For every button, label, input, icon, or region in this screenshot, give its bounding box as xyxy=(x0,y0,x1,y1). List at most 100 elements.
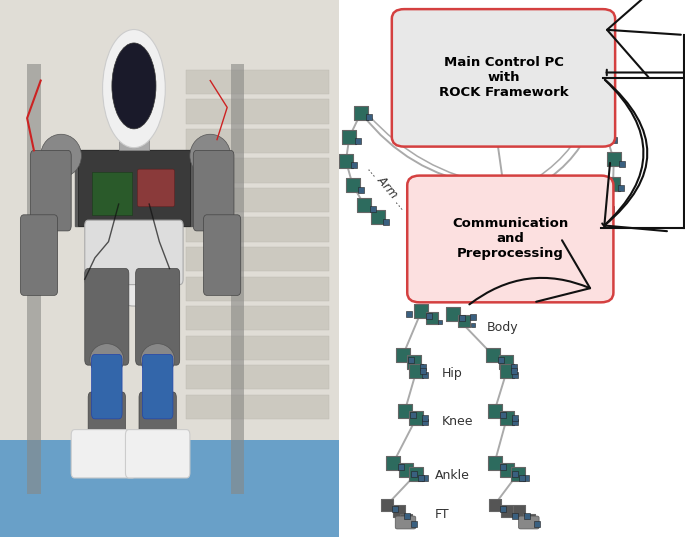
Point xyxy=(497,411,508,419)
Point xyxy=(501,466,512,474)
Point xyxy=(356,185,366,194)
Point xyxy=(419,371,430,379)
Point xyxy=(497,463,508,471)
Point xyxy=(408,470,419,478)
FancyBboxPatch shape xyxy=(203,215,240,295)
Point xyxy=(417,362,428,371)
Point xyxy=(597,201,608,209)
Point xyxy=(419,413,430,422)
Point xyxy=(359,201,370,209)
FancyBboxPatch shape xyxy=(186,365,329,389)
Ellipse shape xyxy=(190,134,231,177)
Point xyxy=(609,135,620,144)
FancyBboxPatch shape xyxy=(193,150,234,231)
Point xyxy=(523,516,534,524)
Point xyxy=(416,474,427,482)
Point xyxy=(390,505,401,513)
FancyBboxPatch shape xyxy=(186,395,329,419)
Point xyxy=(508,366,519,375)
FancyBboxPatch shape xyxy=(395,516,416,529)
FancyBboxPatch shape xyxy=(31,150,71,231)
Ellipse shape xyxy=(140,344,175,376)
Point xyxy=(396,463,407,471)
Text: Body: Body xyxy=(486,321,518,334)
Point xyxy=(508,362,519,371)
Ellipse shape xyxy=(40,134,82,177)
Point xyxy=(419,418,430,426)
Point xyxy=(435,318,446,326)
Point xyxy=(408,520,419,528)
Text: Ankle: Ankle xyxy=(435,469,470,482)
Point xyxy=(416,307,427,316)
Text: Communication
and
Preprocessing: Communication and Preprocessing xyxy=(452,217,569,260)
Point xyxy=(616,184,627,193)
Ellipse shape xyxy=(103,30,165,148)
Point xyxy=(418,366,429,375)
FancyBboxPatch shape xyxy=(78,150,190,226)
Point xyxy=(510,470,521,478)
Point xyxy=(582,212,593,221)
Point xyxy=(364,113,375,121)
Point xyxy=(373,213,384,222)
Point xyxy=(400,516,411,524)
Point xyxy=(601,131,612,140)
FancyBboxPatch shape xyxy=(27,64,40,494)
Point xyxy=(409,358,420,367)
Point xyxy=(340,157,351,165)
FancyBboxPatch shape xyxy=(186,129,329,153)
Point xyxy=(356,108,366,117)
Point xyxy=(352,137,363,146)
Point xyxy=(510,418,521,426)
Point xyxy=(382,500,393,509)
Point xyxy=(406,355,416,364)
Point xyxy=(467,321,478,329)
Point xyxy=(411,469,422,478)
Point xyxy=(521,474,532,482)
FancyBboxPatch shape xyxy=(186,336,329,360)
Point xyxy=(606,205,616,214)
Point xyxy=(488,351,499,360)
FancyBboxPatch shape xyxy=(186,158,329,183)
Text: Main Control PC
with
ROCK Framework: Main Control PC with ROCK Framework xyxy=(438,56,569,99)
Text: ... Arm ...: ... Arm ... xyxy=(364,163,410,213)
Point xyxy=(344,133,355,141)
FancyBboxPatch shape xyxy=(92,172,132,215)
Point xyxy=(510,511,521,520)
Point xyxy=(427,314,438,322)
FancyBboxPatch shape xyxy=(142,354,173,419)
Point xyxy=(419,474,430,482)
FancyArrowPatch shape xyxy=(607,0,681,77)
Point xyxy=(496,355,507,364)
Text: FT: FT xyxy=(435,508,449,521)
FancyBboxPatch shape xyxy=(0,440,339,537)
FancyBboxPatch shape xyxy=(139,392,176,446)
Ellipse shape xyxy=(99,252,173,306)
Point xyxy=(401,511,412,520)
Point xyxy=(388,459,399,467)
Point xyxy=(408,411,419,419)
Text: Hip: Hip xyxy=(442,367,462,380)
Point xyxy=(608,155,619,164)
Point xyxy=(411,413,422,422)
FancyBboxPatch shape xyxy=(85,220,183,285)
FancyBboxPatch shape xyxy=(125,430,190,478)
FancyBboxPatch shape xyxy=(186,277,329,301)
FancyBboxPatch shape xyxy=(186,306,329,330)
Polygon shape xyxy=(75,150,193,226)
Point xyxy=(512,469,523,478)
Point xyxy=(516,474,527,482)
Point xyxy=(514,507,525,516)
Point xyxy=(400,466,411,474)
FancyBboxPatch shape xyxy=(88,392,125,446)
FancyBboxPatch shape xyxy=(21,215,58,295)
Point xyxy=(411,366,422,375)
Point xyxy=(489,407,500,415)
FancyBboxPatch shape xyxy=(392,9,615,147)
Point xyxy=(532,520,543,528)
Point xyxy=(456,314,467,323)
FancyBboxPatch shape xyxy=(186,70,329,94)
Point xyxy=(397,351,408,360)
FancyBboxPatch shape xyxy=(119,129,149,150)
FancyBboxPatch shape xyxy=(407,176,614,302)
Point xyxy=(403,310,414,318)
